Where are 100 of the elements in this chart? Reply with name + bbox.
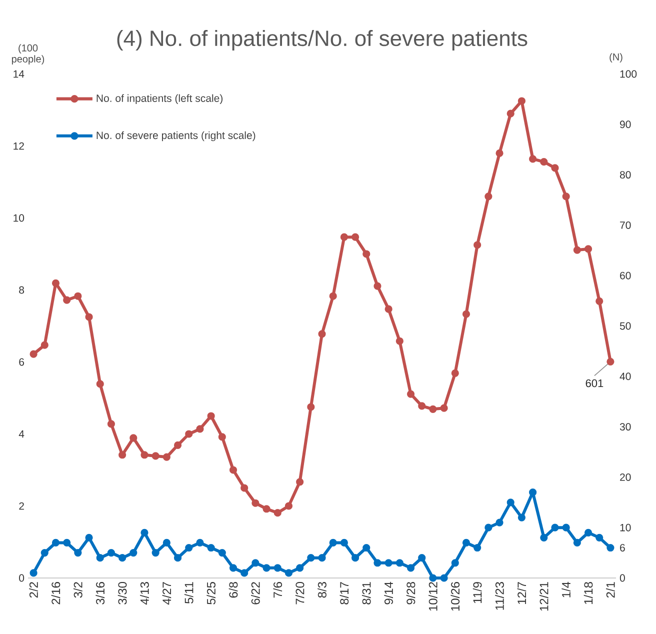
point: [52, 279, 60, 287]
point: [528, 488, 537, 496]
point: [107, 549, 116, 557]
point: [140, 528, 148, 536]
point: [74, 292, 82, 300]
x-tick-label: 9/14: [384, 582, 393, 604]
point: [274, 509, 282, 517]
point: [185, 430, 193, 438]
point: [518, 97, 526, 105]
point: [474, 544, 482, 552]
point: [462, 310, 470, 318]
y2-tick-label: 0: [620, 574, 625, 582]
point: [551, 164, 559, 172]
point: [196, 538, 204, 547]
x-tick-label: 3/30: [118, 582, 127, 604]
point: [474, 241, 482, 249]
point: [262, 564, 270, 572]
y2-tick-label: 70: [620, 221, 631, 229]
point: [551, 524, 559, 532]
y2-tick-label: 40: [620, 372, 631, 380]
point: [540, 158, 548, 166]
y-tick-label: 4: [18, 430, 24, 438]
point: [218, 549, 226, 557]
point: [207, 544, 215, 552]
point: [429, 574, 437, 582]
point: [130, 434, 138, 442]
point: [63, 296, 71, 304]
legend-label: No. of inpatients (left scale): [96, 94, 222, 104]
point: [296, 564, 304, 572]
x-tick-label: 9/28: [406, 582, 416, 604]
x-tick-label: 5/25: [206, 582, 216, 604]
x-tick-label: 8/31: [362, 582, 371, 604]
point: [418, 402, 426, 410]
point: [562, 192, 570, 200]
y-tick-label: 8: [19, 286, 24, 294]
point: [584, 245, 592, 253]
point: [262, 505, 270, 513]
point: [307, 403, 315, 411]
point: [63, 538, 71, 547]
point: [484, 192, 492, 200]
x-tick-label: 5/11: [184, 582, 194, 604]
point: [462, 538, 470, 547]
x-tick-label: 6/8: [228, 582, 238, 598]
point: [30, 569, 38, 577]
point: [440, 574, 448, 582]
x-tick-label: 10/12: [428, 582, 438, 611]
point: [85, 313, 93, 321]
y2-tick-label: 6: [620, 544, 625, 552]
y2-tick-label: 10: [620, 524, 631, 532]
point: [596, 297, 604, 305]
point: [196, 425, 204, 433]
x-tick-label: 10/26: [450, 582, 460, 611]
point: [96, 380, 104, 388]
y2-tick-label: 60: [620, 272, 631, 280]
point: [374, 559, 382, 567]
y2-tick-label: 20: [620, 473, 631, 481]
x-tick-label: 7/6: [273, 582, 282, 598]
y-tick-label: 0: [19, 574, 24, 582]
point: [318, 330, 326, 338]
point: [318, 554, 326, 562]
point: [130, 549, 138, 557]
point: [174, 441, 182, 449]
x-tick-label: 3/2: [74, 582, 82, 598]
point: [396, 337, 404, 345]
y2-tick-label: 50: [620, 322, 631, 330]
point: [252, 499, 260, 507]
point: [451, 559, 459, 567]
point: [429, 405, 437, 413]
point: [496, 518, 504, 526]
point: [152, 549, 160, 557]
point: [118, 451, 126, 459]
point: [562, 524, 570, 532]
y2-axis-title: (N): [610, 53, 622, 62]
point: [573, 538, 581, 547]
point: [229, 466, 238, 474]
point: [374, 282, 382, 290]
x-tick-label: 3/16: [96, 582, 105, 604]
point: [52, 538, 60, 547]
point: [240, 569, 248, 577]
x-tick-label: 2/1: [606, 582, 615, 598]
x-tick-label: 4/27: [162, 582, 172, 605]
point: [506, 110, 514, 118]
point: [40, 549, 48, 557]
point: [496, 149, 504, 157]
point: [329, 292, 337, 300]
point: [362, 544, 370, 552]
point: [229, 564, 238, 572]
point: [540, 534, 548, 542]
y-tick-label: 14: [14, 70, 24, 78]
point: [152, 452, 160, 460]
point: [384, 305, 392, 313]
point: [351, 233, 360, 241]
point: [118, 554, 126, 562]
point: [528, 155, 537, 163]
x-tick-label: 1/4: [562, 582, 570, 598]
point: [418, 554, 426, 562]
y2-tick-label: 30: [620, 423, 631, 431]
x-tick-label: 12/7: [517, 582, 526, 604]
point: [396, 559, 404, 567]
point: [340, 538, 348, 547]
